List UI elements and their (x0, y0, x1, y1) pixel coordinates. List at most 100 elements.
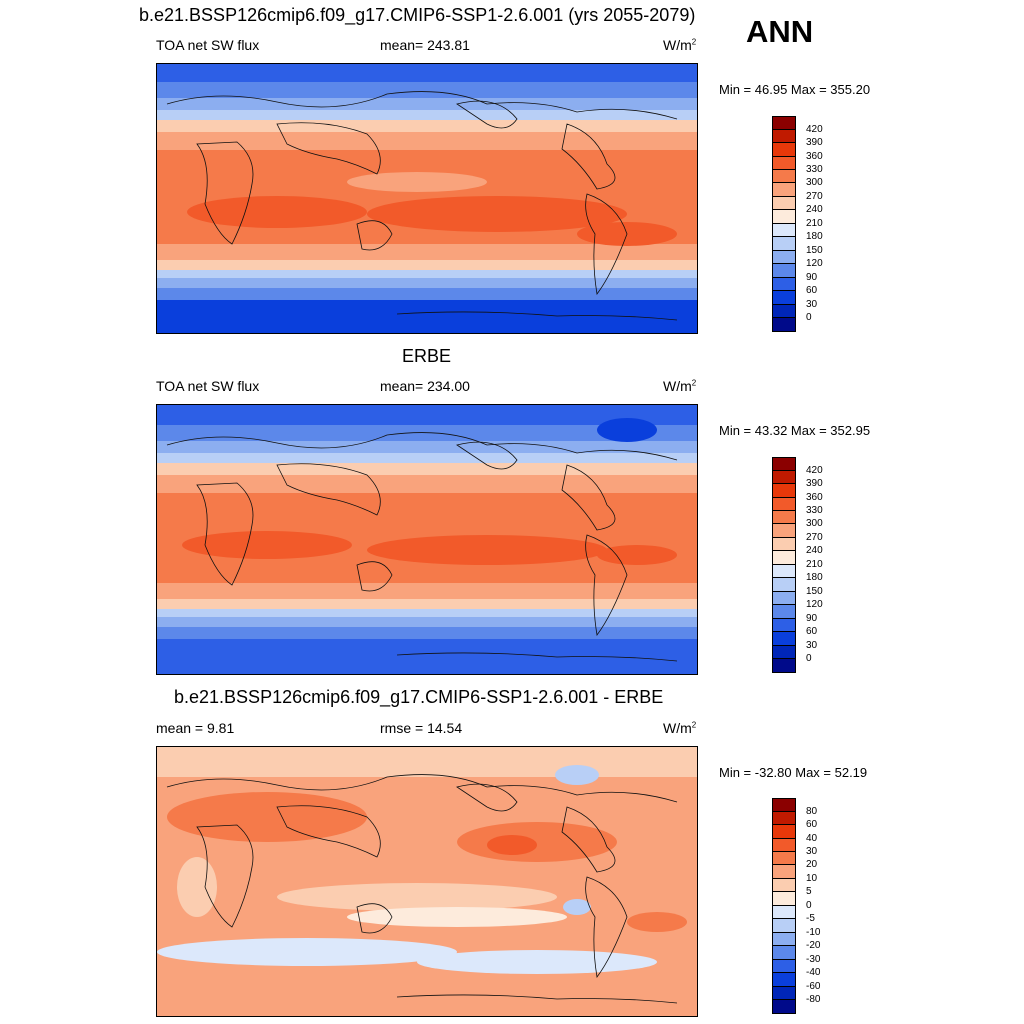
colorbar-swatch (772, 278, 796, 291)
colorbar-swatch (772, 143, 796, 157)
colorbar-swatch (772, 659, 796, 673)
panel3-map (156, 746, 698, 1017)
colorbar-swatch (772, 484, 796, 498)
colorbar-swatch (772, 879, 796, 892)
colorbar-label: 60 (806, 626, 818, 637)
colorbar-swatch (772, 605, 796, 619)
colorbar-swatch (772, 538, 796, 551)
panel2-title: ERBE (402, 346, 452, 366)
colorbar-label: 240 (806, 545, 823, 556)
colorbar-swatch (772, 825, 796, 839)
panel3-rmse-label: rmse = 14.54 (380, 720, 463, 736)
colorbar-swatch (772, 839, 796, 852)
colorbar-swatch (772, 646, 796, 659)
colorbar-label: 420 (806, 124, 823, 135)
panel1-map (156, 63, 698, 334)
colorbar-label: 90 (806, 272, 818, 283)
colorbar-label: 270 (806, 532, 823, 543)
colorbar-label: 30 (806, 846, 818, 857)
colorbar-swatch (772, 291, 796, 305)
colorbar-label: 60 (806, 285, 818, 296)
panel3-units: W/m2 (663, 720, 697, 736)
colorbar-swatch (772, 197, 796, 210)
colorbar-label: 0 (806, 653, 812, 664)
colorbar-swatch (772, 812, 796, 825)
panel2-map (156, 404, 698, 675)
colorbar-swatch (772, 973, 796, 987)
colorbar-swatch (772, 264, 796, 278)
colorbar-label: 390 (806, 137, 823, 148)
colorbar-label: -30 (806, 954, 821, 965)
colorbar-label: 0 (806, 312, 812, 323)
colorbar-label: 300 (806, 177, 823, 188)
colorbar-label: 5 (806, 886, 812, 897)
colorbar-swatch (772, 237, 796, 251)
colorbar-swatch (772, 251, 796, 264)
colorbar-label: -10 (806, 927, 821, 938)
panel1-variable-label: TOA net SW flux (156, 37, 260, 53)
colorbar-label: 80 (806, 806, 818, 817)
panel3-map-field (157, 747, 697, 1016)
colorbar-swatch (772, 619, 796, 632)
colorbar-swatch (772, 183, 796, 197)
colorbar-label: 30 (806, 299, 818, 310)
colorbar-label: 330 (806, 164, 823, 175)
colorbar-swatch (772, 960, 796, 973)
colorbar-label: 180 (806, 231, 823, 242)
colorbar-label: 90 (806, 613, 818, 624)
panel1-units: W/m2 (663, 37, 697, 53)
colorbar-label: -80 (806, 994, 821, 1005)
colorbar-label: 210 (806, 559, 823, 570)
colorbar-label: 240 (806, 204, 823, 215)
colorbar-swatch (772, 130, 796, 143)
colorbar-label: 60 (806, 819, 818, 830)
colorbar-swatch (772, 946, 796, 960)
colorbar-swatch (772, 865, 796, 879)
colorbar-label: -40 (806, 967, 821, 978)
panel2-variable-label: TOA net SW flux (156, 378, 260, 394)
colorbar-swatch (772, 157, 796, 170)
colorbar-swatch (772, 224, 796, 237)
colorbar-swatch (772, 524, 796, 538)
panel1-minmax: Min = 46.95 Max = 355.20 (719, 82, 871, 97)
colorbar-label: 330 (806, 505, 823, 516)
colorbar-label: 360 (806, 492, 823, 503)
colorbar-swatch (772, 592, 796, 605)
colorbar-swatch (772, 498, 796, 511)
colorbar-swatch (772, 551, 796, 565)
colorbar-swatch (772, 305, 796, 318)
colorbar-swatch (772, 1000, 796, 1014)
colorbar-label: 210 (806, 218, 823, 229)
colorbar-label: 390 (806, 478, 823, 489)
colorbar-swatch (772, 987, 796, 1000)
colorbar-label: 270 (806, 191, 823, 202)
panel2-units: W/m2 (663, 378, 697, 394)
colorbar-swatch (772, 632, 796, 646)
colorbar-swatch (772, 933, 796, 946)
colorbar-label: 180 (806, 572, 823, 583)
colorbar-swatch (772, 906, 796, 919)
colorbar-label: 10 (806, 873, 818, 884)
panel2-map-field (157, 405, 697, 674)
colorbar-swatch (772, 116, 796, 130)
colorbar-label: 20 (806, 859, 818, 870)
colorbar-swatch (772, 457, 796, 471)
colorbar-label: -20 (806, 940, 821, 951)
colorbar-swatch (772, 852, 796, 865)
panel1-map-field (157, 64, 697, 333)
panel2-mean-label: mean= 234.00 (380, 378, 470, 394)
colorbar-swatch (772, 471, 796, 484)
colorbar-label: 360 (806, 151, 823, 162)
colorbar-label: 30 (806, 640, 818, 651)
colorbar-label: 150 (806, 586, 823, 597)
colorbar-swatch (772, 892, 796, 906)
colorbar-swatch (772, 511, 796, 524)
panel3-mean-label: mean = 9.81 (156, 720, 235, 736)
colorbar-label: 120 (806, 258, 823, 269)
colorbar-swatch (772, 318, 796, 332)
colorbar-swatch (772, 210, 796, 224)
panel1-mean-label: mean= 243.81 (380, 37, 470, 53)
colorbar-label: 300 (806, 518, 823, 529)
colorbar-label: -5 (806, 913, 815, 924)
colorbar-label: 420 (806, 465, 823, 476)
